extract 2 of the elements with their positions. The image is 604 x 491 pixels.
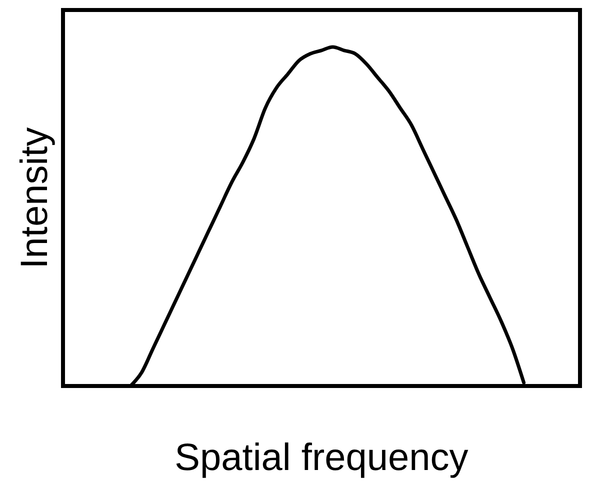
x-axis-title: Spatial frequency: [174, 437, 468, 479]
y-axis-title: Intensity: [14, 127, 56, 269]
